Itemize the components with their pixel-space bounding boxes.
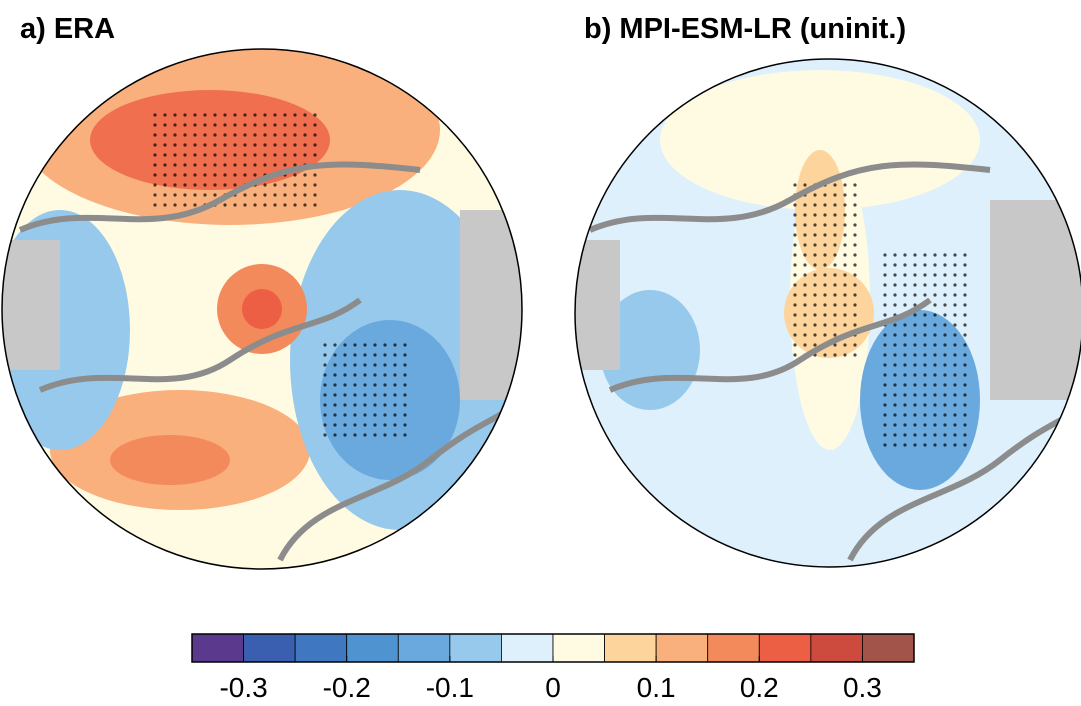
colorbar-bin [758,633,812,663]
colorbar-bin [810,633,863,663]
map-border [574,58,1081,568]
colorbar-tick-label: 0.2 [740,672,779,703]
colorbar-bin [655,633,709,663]
map-border [1,48,523,570]
colorbar-tick-label: 0.1 [637,672,676,703]
colorbar-bin [707,633,760,663]
colorbar-bin [191,633,244,663]
colorbar-tick-label: 0.3 [843,672,882,703]
colorbar-bin [397,633,451,663]
colorbar-bin [604,633,657,663]
colorbar-bin [449,633,502,663]
colorbar-bin [501,633,554,663]
map-right [575,59,1081,567]
colorbar-tick-label: -0.3 [219,672,267,703]
colorbar-tick-label: -0.1 [426,672,474,703]
colorbar-tick-label: -0.2 [323,672,371,703]
colorbar-bin [294,633,348,663]
colorbar-bin [243,633,296,663]
colorbar-tick-label: 0 [545,672,561,703]
colorbar-bin [862,633,915,663]
colorbar-bin [552,633,605,663]
panel-title: b) MPI-ESM-LR (uninit.) [584,13,906,45]
panel-title: a) ERA [20,13,115,45]
map-left [2,49,522,569]
colorbar-bin [346,633,399,663]
